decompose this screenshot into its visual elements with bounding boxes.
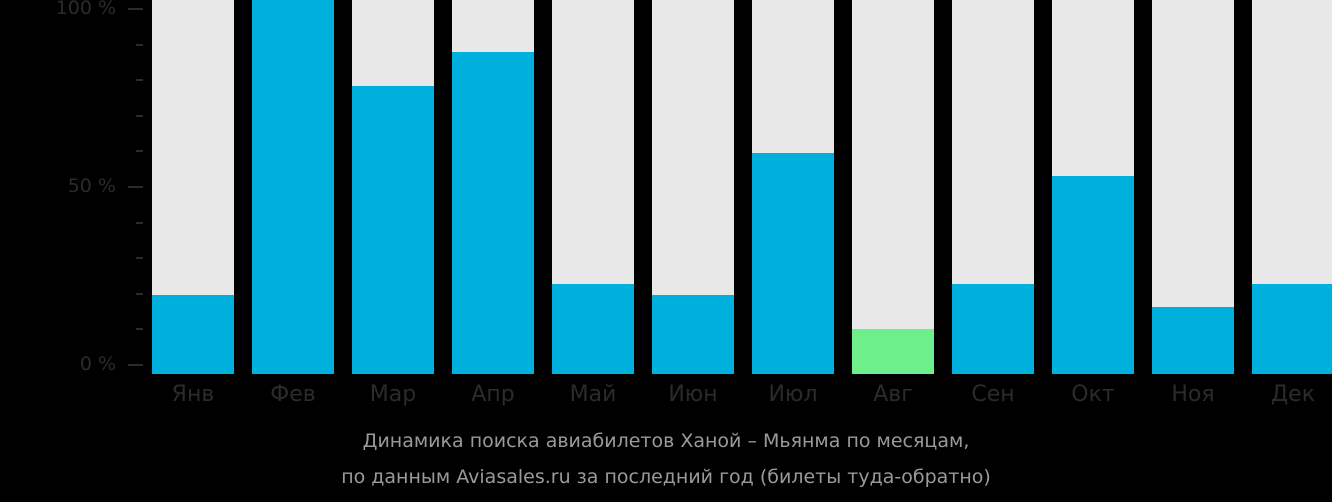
bar-value bbox=[752, 153, 834, 374]
y-minor-tick bbox=[136, 114, 143, 117]
bar-Дек[interactable] bbox=[1252, 0, 1332, 374]
x-tick-label: Апр bbox=[471, 382, 515, 407]
bar-value bbox=[152, 295, 234, 374]
x-tick-label: Мар bbox=[369, 382, 417, 407]
bar-Ноя[interactable] bbox=[1152, 0, 1234, 374]
bar-Апр[interactable] bbox=[452, 0, 534, 374]
bar-value bbox=[1052, 175, 1134, 374]
bar-value bbox=[852, 329, 934, 374]
x-tick-label: Фев bbox=[270, 382, 316, 407]
bar-Май[interactable] bbox=[552, 0, 634, 374]
bar-value bbox=[652, 295, 734, 374]
bar-Окт[interactable] bbox=[1052, 0, 1134, 374]
y-tick-label: 100 % bbox=[55, 0, 116, 19]
x-tick-label: Июл bbox=[768, 382, 818, 407]
y-minor-tick bbox=[136, 150, 143, 153]
x-tick-label: Июн bbox=[668, 382, 718, 407]
x-tick-label: Май bbox=[569, 382, 617, 407]
bar-Июл[interactable] bbox=[752, 0, 834, 374]
bar-Июн[interactable] bbox=[652, 0, 734, 374]
y-minor-tick bbox=[136, 79, 143, 82]
y-minor-tick bbox=[136, 221, 143, 224]
bar-value bbox=[252, 0, 334, 374]
y-major-tick bbox=[128, 8, 143, 10]
bar-value bbox=[1152, 306, 1234, 374]
bar-Авг[interactable] bbox=[852, 0, 934, 374]
bar-value bbox=[952, 284, 1034, 374]
y-major-tick bbox=[128, 186, 143, 188]
x-tick-label: Дек bbox=[1270, 382, 1315, 407]
bar-value bbox=[552, 284, 634, 374]
y-major-tick bbox=[128, 364, 143, 366]
y-tick-label: 50 % bbox=[67, 175, 116, 197]
y-minor-tick bbox=[136, 328, 143, 331]
x-tick-label: Янв bbox=[171, 382, 215, 407]
bar-value bbox=[452, 52, 534, 374]
bar-Янв[interactable] bbox=[152, 0, 234, 374]
chart-subtitle: по данным Aviasales.ru за последний год … bbox=[341, 466, 991, 488]
bar-Фев[interactable] bbox=[252, 0, 334, 374]
y-minor-tick bbox=[136, 43, 143, 46]
chart-title: Динамика поиска авиабилетов Ханой – Мьян… bbox=[362, 430, 970, 452]
x-tick-label: Сен bbox=[971, 382, 1015, 407]
bar-Мар[interactable] bbox=[352, 0, 434, 374]
x-tick-label: Окт bbox=[1071, 382, 1115, 407]
bar-Сен[interactable] bbox=[952, 0, 1034, 374]
x-tick-label: Ноя bbox=[1171, 382, 1215, 407]
y-tick-label: 0 % bbox=[79, 353, 116, 375]
y-minor-tick bbox=[136, 257, 143, 260]
x-tick-label: Авг bbox=[873, 382, 913, 407]
y-minor-tick bbox=[136, 292, 143, 295]
bar-value bbox=[352, 86, 434, 374]
bar-value bbox=[1252, 284, 1332, 374]
